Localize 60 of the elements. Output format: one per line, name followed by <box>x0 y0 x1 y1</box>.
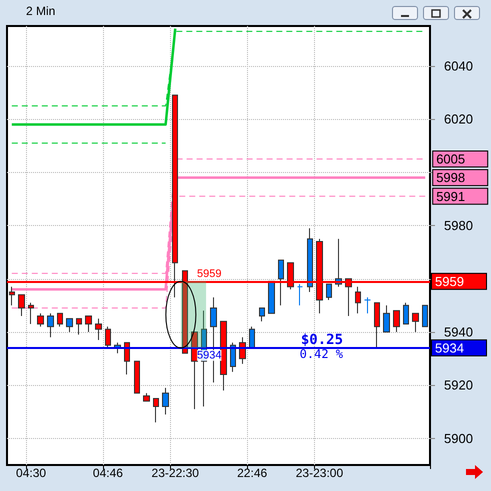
candlestick <box>9 286 15 306</box>
candlestick <box>172 94 178 298</box>
candlestick <box>191 331 198 410</box>
candlestick <box>47 312 54 338</box>
candlestick <box>37 312 44 328</box>
annotation: $0.25 <box>300 332 344 348</box>
ref-line-label: 5959 <box>197 268 222 280</box>
y-tick-label: 5980 <box>444 218 473 234</box>
candlestick <box>143 392 150 402</box>
candlestick <box>220 320 227 392</box>
candlestick <box>95 318 102 340</box>
y-tick-label: 6020 <box>444 112 473 127</box>
candlestick <box>345 278 352 317</box>
candlestick <box>76 318 82 336</box>
y-tick-label: 5940 <box>444 324 473 340</box>
data-label: 6005 <box>436 152 466 167</box>
data-label: 5998 <box>436 170 466 186</box>
y-tick-label: 5920 <box>444 378 473 393</box>
candlestick <box>297 284 303 306</box>
candlestick <box>66 318 73 332</box>
candlestick <box>134 360 140 394</box>
text: 5959 <box>435 274 464 289</box>
candlestick <box>374 302 380 348</box>
annotation: 0.42 % <box>300 347 344 361</box>
candlestick <box>124 342 130 376</box>
y-tick-label: 5900 <box>444 430 473 446</box>
candlestick <box>364 296 371 314</box>
candlestick <box>249 326 255 348</box>
candlestick <box>18 294 25 317</box>
x-tick-label: 23-23:00 <box>296 466 344 480</box>
candlestick <box>85 316 92 332</box>
data-label: 5991 <box>436 188 466 204</box>
candlestick <box>316 238 323 314</box>
candlestick <box>153 398 159 423</box>
text: 5934 <box>435 340 464 356</box>
x-tick-label: 04:46 <box>92 466 124 480</box>
candlestick <box>355 286 361 314</box>
candlestick <box>383 304 390 332</box>
x-tick-label: 23-22:30 <box>152 466 200 480</box>
candlestick <box>28 302 34 324</box>
candlestick <box>105 326 111 348</box>
ref-line-label: 5934 <box>197 349 222 362</box>
candlestick <box>412 312 419 332</box>
candlestick <box>230 342 236 372</box>
candlestick <box>268 280 275 314</box>
candlestick <box>278 260 284 306</box>
chart-title: 2 Min <box>26 4 56 18</box>
y-tick-label: 6040 <box>444 58 473 74</box>
candlestick <box>403 302 409 324</box>
candlestick <box>422 304 428 328</box>
candlestick <box>57 312 63 328</box>
x-tick-label: 04:30 <box>16 466 46 480</box>
candlestick <box>162 387 169 415</box>
x-tick-label: 22:46 <box>237 466 268 480</box>
candlestick <box>259 308 265 322</box>
candlestick <box>287 262 294 290</box>
candlestick <box>326 284 332 301</box>
candlestick <box>393 310 400 332</box>
candlestick <box>307 228 313 293</box>
candlestick <box>182 270 188 354</box>
